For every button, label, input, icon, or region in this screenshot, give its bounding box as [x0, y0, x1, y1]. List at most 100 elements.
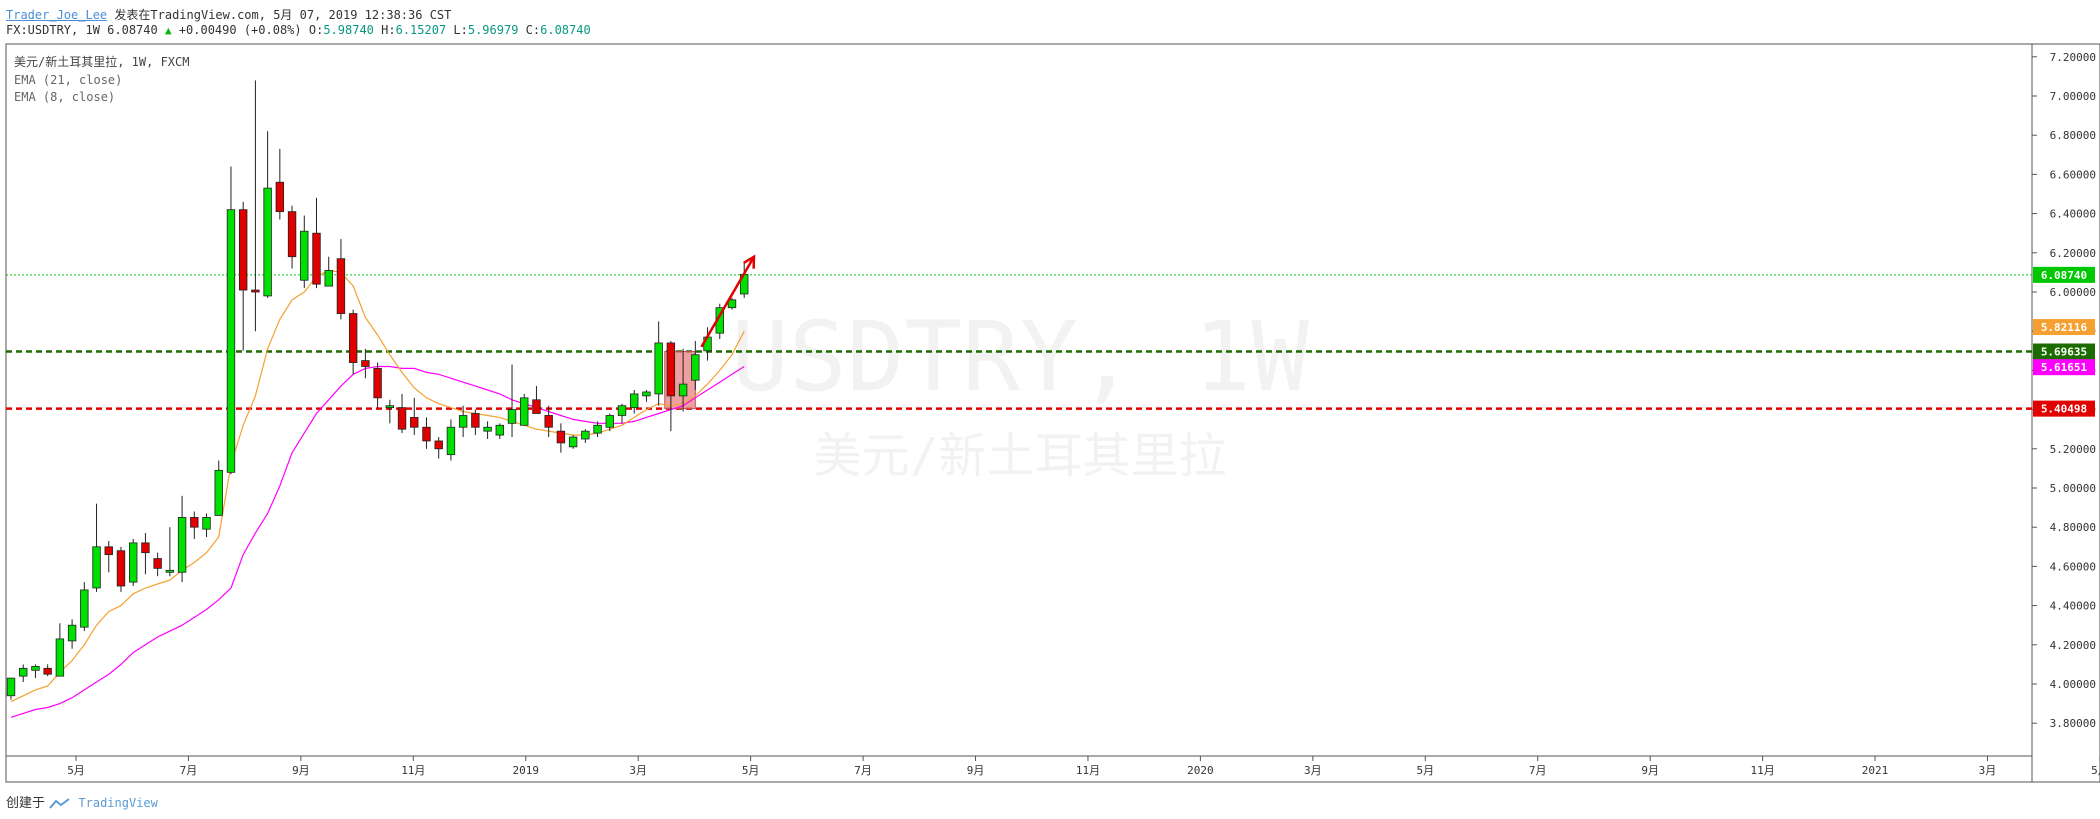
candle-down [238, 209, 248, 291]
candle-down [556, 430, 566, 444]
candle-up [202, 517, 211, 530]
x-tick-label: 11月 [401, 764, 425, 777]
y-tick-label: 4.60000 [2050, 560, 2096, 573]
y-tick-label: 6.20000 [2050, 247, 2096, 260]
y-tick-label: 6.60000 [2050, 168, 2096, 181]
close-label: C: [525, 23, 541, 37]
y-tick-label: 3.80000 [2050, 717, 2096, 730]
candle-up [263, 187, 272, 297]
candle-down [348, 313, 358, 363]
price-labels: 6.08740 5.82116 5.69635 5.61651 5.40498 [2033, 266, 2095, 417]
arrow-shaft [700, 256, 756, 348]
trend-arrow [700, 254, 756, 348]
candle-down [190, 517, 199, 528]
candle-down [141, 542, 150, 554]
candle-up [177, 517, 187, 573]
candle-up [593, 424, 602, 434]
candle-down [544, 415, 553, 428]
tradingview-brand[interactable]: TradingView [78, 796, 158, 810]
candle-up [520, 397, 529, 426]
candle-down [434, 440, 443, 450]
y-tick-label: 4.20000 [2050, 639, 2096, 652]
candle-down [287, 211, 297, 258]
price-label-text: 5.61651 [2041, 361, 2088, 374]
candle-down [251, 289, 260, 293]
up-arrow-icon: ▲ [164, 24, 172, 37]
candle-up [605, 415, 614, 428]
candle-up [458, 415, 468, 428]
price-change: +0.00490 (+0.08%) [178, 23, 302, 37]
x-tick-label: 5月 [67, 764, 85, 777]
watermark-name: 美元/新土耳其里拉 [814, 428, 1227, 484]
price-label-text: 5.40498 [2041, 403, 2087, 416]
candles [6, 80, 749, 700]
y-tick-label: 4.00000 [2050, 678, 2096, 691]
header-ohlc-line: FX:USDTRY, 1W 6.08740 ▲ +0.00490 (+0.08%… [6, 23, 591, 39]
price-label-text: 6.08740 [2041, 269, 2087, 282]
x-tick-label: 11月 [1076, 764, 1100, 777]
candle-up [581, 430, 590, 440]
x-tick-label: 7月 [1529, 764, 1547, 777]
candle-up [324, 270, 333, 287]
candle-up [446, 426, 456, 456]
candle-up [630, 393, 639, 409]
candle-up [727, 299, 737, 309]
legend-title: 美元/新土耳其里拉, 1W, FXCM [14, 54, 189, 69]
candle-up [226, 209, 236, 473]
symbol-price: FX:USDTRY, 1W 6.08740 [6, 23, 158, 37]
watermark-symbol: USDTRY, 1W [731, 301, 1309, 413]
price-label-bg [2033, 343, 2095, 360]
x-tick-label: 2020 [1187, 764, 1214, 777]
candle-down [312, 232, 321, 285]
candle-down [153, 558, 162, 569]
x-tick-label: 9月 [967, 764, 985, 777]
open-label: O: [308, 23, 324, 37]
candle-up [55, 638, 65, 677]
candle-up [568, 436, 578, 448]
x-tick-label: 5月 [742, 764, 760, 777]
price-label-text: 5.82116 [2041, 321, 2088, 334]
price-label-bg [2033, 266, 2095, 283]
candle-up [678, 383, 688, 397]
candle-up [617, 405, 627, 416]
candle-up [495, 424, 504, 436]
x-tick-label: 5月 [2091, 764, 2100, 777]
low-label: L: [453, 23, 468, 37]
close-value: 6.08740 [540, 23, 591, 37]
y-tick-label: 6.40000 [2050, 208, 2096, 221]
created-with: 创建于 [6, 796, 46, 811]
x-tick-label: 3月 [1979, 764, 1997, 777]
candle-up [31, 665, 40, 671]
y-tick-label: 4.40000 [2050, 600, 2096, 613]
candle-up [507, 409, 517, 424]
candle-down [410, 417, 419, 428]
high-value: 6.15207 [395, 23, 447, 37]
candle-up [214, 469, 223, 516]
candle-down [532, 399, 541, 414]
low-value: 5.96979 [467, 23, 519, 37]
candle-up [483, 426, 492, 432]
candle-down [104, 546, 113, 556]
chart-frame [5, 43, 2100, 783]
price-chart[interactable]: USDTRY, 1W 美元/新土耳其里拉 7.20000 7.00000 6.800… [0, 0, 2100, 790]
arrow-head [743, 254, 756, 269]
footer: 创建于 TradingView [6, 792, 158, 811]
candle-up [67, 624, 77, 642]
candle-up [80, 589, 89, 628]
y-tick-label: 5.20000 [2050, 443, 2096, 456]
publish-info: 发表在TradingView.com, 5月 07, 2019 12:38:36… [114, 8, 452, 22]
tradingview-logo-icon [49, 796, 78, 810]
candle-up [92, 546, 101, 589]
price-label-bg [2033, 400, 2095, 417]
y-tick-label: 7.00000 [2050, 90, 2096, 103]
y-tick-label: 7.20000 [2050, 51, 2096, 64]
author-link[interactable]: Trader_Joe_Lee [6, 8, 108, 22]
ema8-line [10, 269, 745, 703]
candle-up [385, 405, 395, 409]
y-tick-label: 5.00000 [2050, 482, 2096, 495]
header-publish-line: Trader_Joe_Lee 发表在TradingView.com, 5月 07… [6, 6, 451, 22]
price-label-bg [2033, 359, 2095, 376]
legend-ema21: EMA (21, close) [14, 73, 122, 87]
x-tick-label: 3月 [629, 764, 647, 777]
candle-down [666, 342, 676, 397]
